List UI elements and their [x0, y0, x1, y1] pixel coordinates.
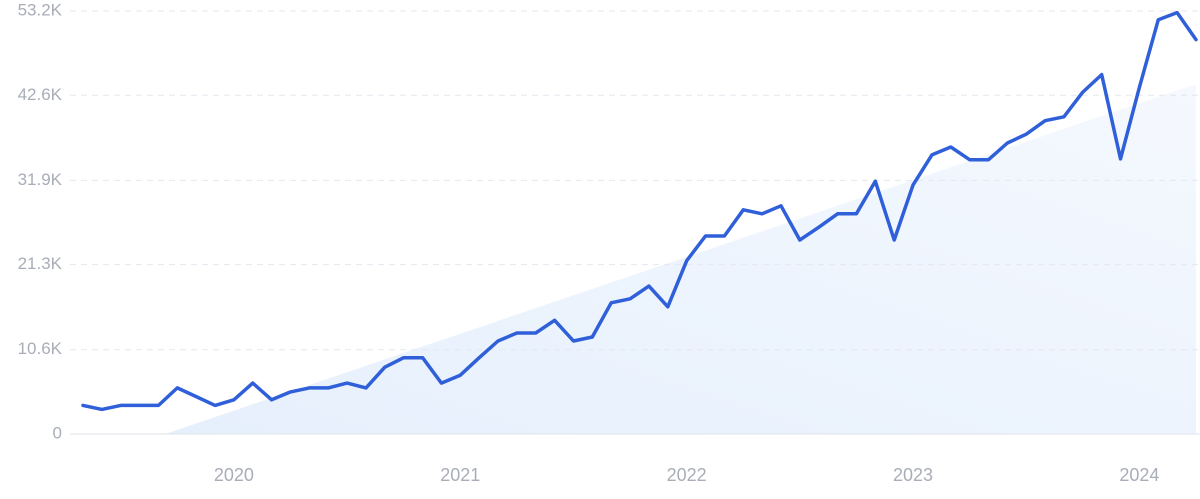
- y-tick-label: 42.6K: [18, 85, 63, 104]
- y-tick-label: 21.3K: [18, 254, 63, 273]
- x-tick-label: 2024: [1119, 465, 1159, 485]
- x-tick-label: 2023: [893, 465, 933, 485]
- y-tick-label: 53.2K: [18, 0, 63, 19]
- x-tick-label: 2020: [214, 465, 254, 485]
- y-tick-label: 10.6K: [18, 339, 63, 358]
- trend-area: [165, 84, 1196, 434]
- y-tick-label: 31.9K: [18, 170, 63, 189]
- x-tick-label: 2021: [440, 465, 480, 485]
- y-tick-label: 0: [53, 423, 62, 442]
- trend-line: [81, 10, 1198, 412]
- x-tick-label: 2022: [667, 465, 707, 485]
